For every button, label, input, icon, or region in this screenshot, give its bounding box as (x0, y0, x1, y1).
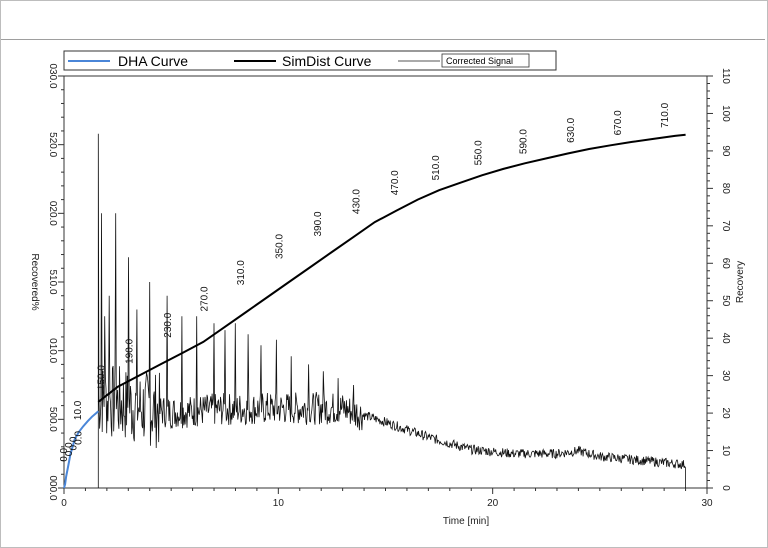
plot-area (63, 75, 708, 489)
bp-cluster-label: 0.0 (73, 431, 84, 445)
legend: DHA Curve SimDist Curve Corrected Signal (63, 50, 557, 71)
y-right-tick-label: 0 (720, 485, 731, 491)
y-left-tick-label: 020.0 (47, 201, 58, 226)
bp-label: 310.0 (236, 260, 247, 285)
bp-cluster-label: 0.0 (59, 447, 70, 461)
bp-label: 550.0 (474, 140, 485, 165)
y-right-tick-label: 20 (720, 408, 731, 420)
y-left-tick-label: 520.0 (47, 132, 58, 157)
dha-curve (63, 410, 99, 489)
y-left-tick-label: 510.0 (47, 269, 58, 294)
bp-label: 190.0 (124, 338, 135, 363)
legend-label-simdist: SimDist Curve (282, 53, 372, 69)
y-right-tick-label: 90 (720, 145, 731, 157)
y-right-tick-label: 110 (720, 68, 731, 84)
x-tick-label: 30 (701, 498, 713, 509)
curve-series (63, 133, 686, 489)
bp-label: 510.0 (431, 155, 442, 180)
x-tick-label: 0 (61, 498, 67, 509)
y-right-tick-label: 50 (720, 295, 731, 307)
y-left-tick-label: 010.0 (47, 338, 58, 363)
bp-label: 10.0 (73, 400, 84, 420)
y-left-tick-label: 000.0 (47, 475, 58, 500)
header-band (1, 1, 765, 40)
y-right-tick-label: 60 (720, 258, 731, 270)
bp-label: 470.0 (390, 170, 401, 195)
bp-label: 270.0 (199, 286, 210, 311)
bp-label: 590.0 (519, 129, 530, 154)
y-right-tick-label: 30 (720, 370, 731, 382)
x-axis-label: Time [min] (443, 516, 490, 527)
x-tick-label: 10 (273, 498, 285, 509)
bp-cluster-label: 0.0 (69, 436, 80, 450)
legend-label-signal: Corrected Signal (446, 56, 513, 66)
bp-cluster-label: 0.0 (64, 442, 75, 456)
axes: 0 10 20 30000.0500.0010.0510.0020.0520.0030… (47, 63, 731, 509)
corrected-signal-series (97, 133, 686, 489)
legend-signal-box (441, 53, 530, 68)
y-left-axis-label: Recovered% (29, 253, 40, 310)
bp-label: 670.0 (613, 110, 624, 135)
y-right-tick-label: 10 (720, 445, 731, 457)
y-left-tick-label: 500.0 (47, 407, 58, 432)
y-right-axis-label: Recovery (735, 261, 746, 303)
y-left-tick-label: 030.0 (47, 63, 58, 88)
corrected-signal-line (97, 133, 686, 489)
bp-label: 630.0 (566, 117, 577, 142)
bp-label: 230.0 (163, 312, 174, 337)
legend-box (63, 50, 557, 71)
y-right-tick-label: 100 (720, 105, 731, 122)
x-tick-label: 20 (487, 498, 499, 509)
y-right-tick-label: 80 (720, 183, 731, 195)
bp-labels: 10.0 150.0 190.0 230.0 270.0 310.0 350.0 390.0 4… (59, 102, 671, 461)
bp-label: 710.0 (660, 102, 671, 127)
legend-label-dha: DHA Curve (118, 53, 188, 69)
y-right-tick-label: 70 (720, 220, 731, 232)
simdist-curve (97, 133, 686, 403)
y-right-tick-label: 40 (720, 333, 731, 345)
bp-label: 430.0 (352, 189, 363, 214)
bp-label: 350.0 (274, 234, 285, 259)
bp-label: 390.0 (313, 211, 324, 236)
bp-label: 150.0 (96, 365, 107, 390)
